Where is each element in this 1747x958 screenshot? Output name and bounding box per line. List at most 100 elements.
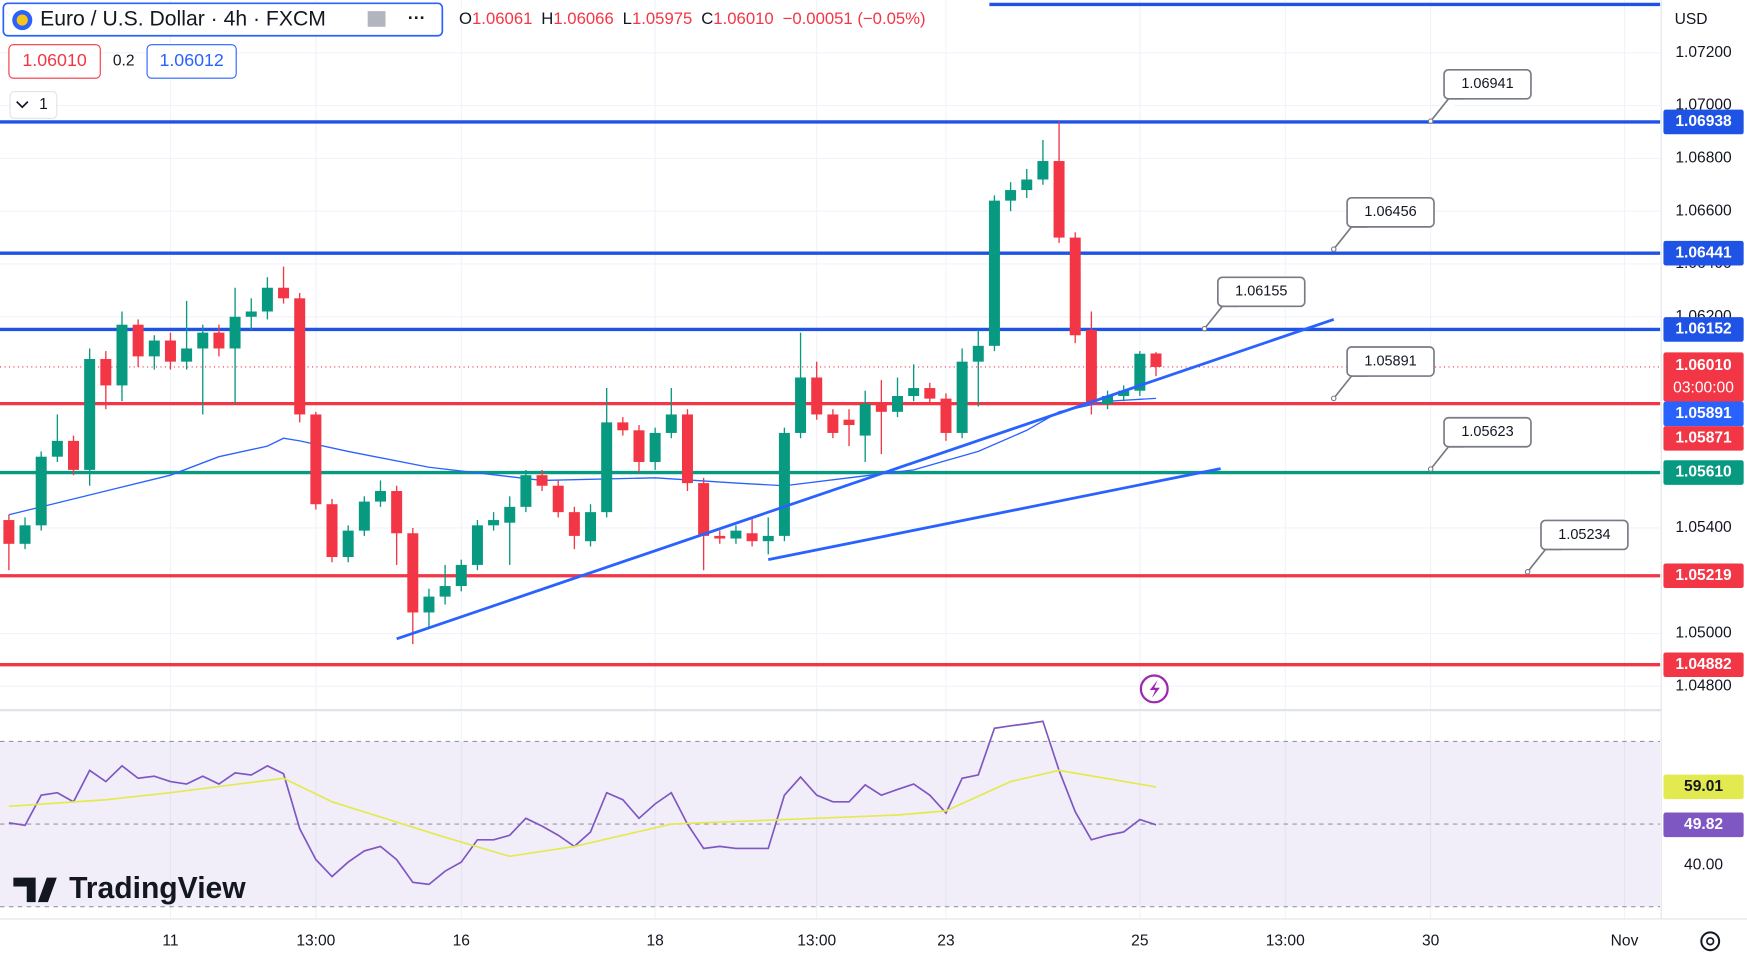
chevron-icon: [16, 101, 29, 109]
candle-body: [972, 345, 984, 362]
candle-body: [132, 324, 144, 357]
candle-body: [520, 475, 532, 507]
data-layer: 1.06941 1.06456 1.06155 1.05891 1.05623 1.052…: [0, 68, 1661, 886]
price-label: 1.06441: [1675, 244, 1732, 261]
candle-body: [181, 348, 193, 362]
candle-body: [68, 440, 80, 470]
candle-body: [1085, 329, 1097, 404]
candle-body: [310, 414, 322, 505]
x-tick-label: 13:00: [1266, 932, 1305, 949]
candle-body: [778, 432, 790, 536]
callout-anchor: [1330, 395, 1337, 402]
x-tick-label: 25: [1131, 932, 1149, 949]
candle-body: [148, 340, 160, 357]
settings-icon-center: [1706, 937, 1715, 946]
price-label: 1.05610: [1675, 464, 1732, 481]
candle-body: [601, 422, 613, 513]
callout-box: [1443, 416, 1532, 448]
price-label-box: [1663, 352, 1744, 402]
currency[interactable]: USD: [1675, 11, 1708, 28]
y-tick-label: 1.06600: [1675, 202, 1732, 219]
candle-body: [762, 535, 774, 542]
ohlc-change: −0.00051 (−0.05%): [783, 10, 926, 29]
flag-icon[interactable]: [367, 11, 386, 27]
price-label-box: [1663, 317, 1744, 342]
candle-body: [617, 422, 629, 431]
callout-anchor: [1201, 325, 1208, 332]
ohlc-value: 1.05975: [632, 10, 692, 29]
price-label-box: [1663, 401, 1744, 427]
callout-box: [1217, 276, 1306, 308]
settings-icon[interactable]: [1700, 931, 1721, 952]
sell-price[interactable]: 1.06010: [22, 50, 86, 70]
candle-body: [342, 530, 354, 558]
symbol-title[interactable]: Euro / U.S. Dollar · 4h · FXCM: [40, 8, 326, 31]
candle-body: [229, 316, 241, 349]
callout-anchor: [1524, 569, 1531, 575]
y-tick-label: 1.07000: [1675, 97, 1732, 114]
x-tick-label: 23: [937, 932, 954, 949]
candle-body: [261, 287, 273, 312]
callout-label: 1.05234: [1558, 527, 1610, 543]
ohlc-value: 1.06061: [472, 10, 532, 29]
indicator-count[interactable]: 1: [39, 96, 48, 113]
series-line: [8, 769, 1157, 858]
ohlc-key: L: [623, 10, 632, 29]
buy-price[interactable]: 1.06012: [159, 50, 223, 70]
x-tick-label: 13:00: [797, 932, 836, 949]
price-label: 1.05871: [1675, 430, 1732, 447]
x-tick-label: 11: [162, 932, 178, 949]
candle-body: [1069, 237, 1081, 336]
logo-mark[interactable]: [13, 877, 57, 903]
candle-body: [84, 359, 96, 470]
callout-box: [1346, 197, 1435, 228]
price-label-box: [1663, 563, 1744, 589]
y-tick-label: 1.05400: [1675, 519, 1732, 536]
ohlc-key: H: [541, 10, 553, 29]
ohlc-value: 1.06010: [713, 10, 773, 29]
candle-body: [892, 395, 903, 412]
candle-body: [633, 430, 645, 462]
x-tick-label: 18: [646, 932, 663, 949]
callout-label: 1.05891: [1364, 353, 1416, 369]
candle-body: [374, 491, 386, 502]
candle-body: [423, 596, 435, 613]
price-label: 1.05891: [1675, 405, 1732, 422]
candle-body: [278, 287, 290, 299]
axis-layer: 11 13:00 16 18 13:00 23 25 13:00 30 Nov 1.07200 1.0…: [162, 44, 1744, 949]
candle-body: [552, 485, 564, 513]
symbol-box[interactable]: [2, 2, 444, 37]
price-label: 1.06152: [1675, 321, 1732, 338]
logo-text[interactable]: TradingView: [69, 872, 246, 905]
candle-body: [924, 388, 936, 399]
ohlc-value: 1.06066: [553, 10, 613, 29]
candle-body: [585, 512, 597, 542]
price-label: 49.82: [1684, 816, 1723, 833]
candle-body: [488, 520, 500, 526]
trendline: [396, 318, 1335, 641]
candle-body: [859, 403, 871, 436]
buy-button[interactable]: [146, 44, 237, 79]
callout-anchor: [1427, 466, 1434, 472]
price-label-box: [1663, 426, 1744, 451]
candle-body: [245, 311, 257, 317]
candle-body: [827, 414, 839, 433]
candle-body: [100, 359, 112, 386]
price-label: 1.06938: [1675, 113, 1732, 130]
candle-body: [811, 377, 823, 415]
price-label: 59.01: [1684, 778, 1723, 795]
price-label: 1.04882: [1675, 656, 1732, 673]
price-label-box: [1663, 240, 1744, 266]
callout-anchor: [1330, 246, 1337, 252]
candle-body: [358, 501, 370, 531]
more-dots[interactable]: ···: [408, 8, 426, 28]
price-label-box: [1663, 109, 1744, 135]
candle-body: [326, 504, 338, 558]
indicator-toggle[interactable]: [9, 90, 58, 119]
sell-button[interactable]: [8, 44, 101, 79]
candle-body: [568, 512, 580, 536]
candle-body: [681, 414, 693, 484]
ohlc-legend: O1.06061 H1.06066 L1.05975 C1.06010 −0.00051…: [459, 10, 926, 29]
price-label-box: [1663, 652, 1744, 678]
callout-label: 1.06155: [1235, 284, 1287, 300]
